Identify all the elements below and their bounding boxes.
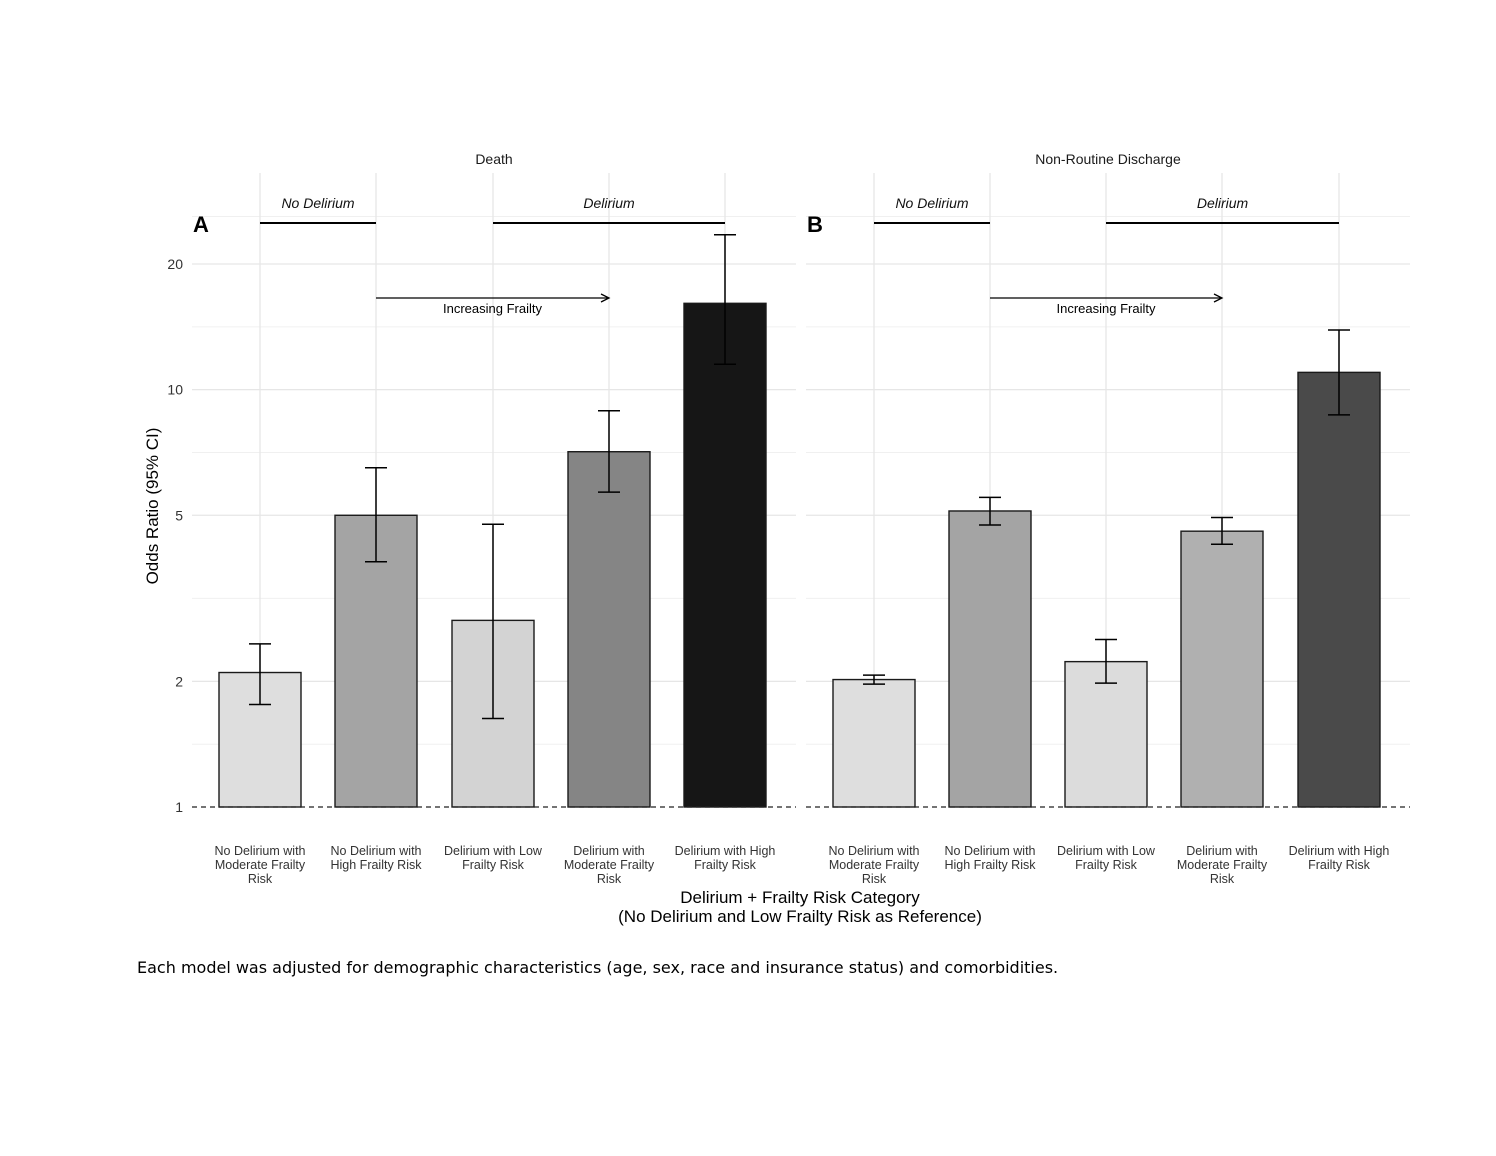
group-label: No Delirium — [281, 195, 354, 211]
text-labels: 1 2 5 10 20 Odds Ratio (95% CI) Death A No Delir… — [143, 151, 1389, 926]
x-tick-label: Delirium with High Frailty Risk — [675, 844, 776, 872]
frailty-arrow-label: Increasing Frailty — [1057, 301, 1156, 316]
x-tick-label-line: Risk — [862, 872, 887, 886]
bar — [567, 451, 651, 808]
x-tick-label-line: Delirium with — [573, 844, 645, 858]
x-tick-label-line: No Delirium with — [331, 844, 422, 858]
x-tick-label-line: Moderate Frailty — [564, 858, 655, 872]
frailty-arrow-head — [600, 293, 611, 303]
x-tick-label-line: Delirium with Low — [1057, 844, 1156, 858]
x-tick-label-line: Frailty Risk — [1308, 858, 1371, 872]
x-tick-label-line: Risk — [1210, 872, 1235, 886]
bar — [334, 514, 418, 808]
panel-b-title: Non-Routine Discharge — [1035, 151, 1181, 167]
x-tick-label-line: Delirium with Low — [444, 844, 543, 858]
x-tick-label-line: Moderate Frailty — [215, 858, 306, 872]
x-tick-label-line: Delirium with High — [1289, 844, 1390, 858]
y-axis-title: Odds Ratio (95% CI) — [143, 428, 162, 585]
x-tick-label: Delirium with High Frailty Risk — [1289, 844, 1390, 872]
panel-letter-b: B — [807, 212, 823, 237]
bar — [683, 302, 767, 808]
bar — [948, 510, 1032, 808]
panel-letter-a: A — [193, 212, 209, 237]
bar — [1297, 371, 1381, 808]
group-label: Delirium — [1197, 195, 1249, 211]
x-tick-label-line: Delirium with — [1186, 844, 1258, 858]
x-tick-label: No Delirium with Moderate Frailty Risk — [215, 844, 306, 886]
annotations — [192, 222, 1410, 808]
x-axis-title-line: Delirium + Frailty Risk Category — [680, 888, 920, 907]
y-tick-label: 5 — [175, 507, 183, 523]
x-axis-title: Delirium + Frailty Risk Category (No Deli… — [618, 888, 982, 926]
x-tick-label-line: Delirium with High — [675, 844, 776, 858]
x-tick-label-line: Moderate Frailty — [829, 858, 920, 872]
x-tick-label: Delirium with Moderate Frailty Risk — [1177, 844, 1268, 886]
x-tick-label-line: Risk — [597, 872, 622, 886]
x-tick-label-line: No Delirium with — [945, 844, 1036, 858]
x-tick-label-line: Frailty Risk — [1075, 858, 1138, 872]
figure-caption: Each model was adjusted for demographic … — [137, 958, 1059, 977]
group-label: Delirium — [583, 195, 635, 211]
y-tick-label: 20 — [167, 256, 183, 272]
x-tick-label: Delirium with Low Frailty Risk — [1057, 844, 1156, 872]
group-label: No Delirium — [895, 195, 968, 211]
x-tick-label-line: Frailty Risk — [462, 858, 525, 872]
x-tick-label-line: Frailty Risk — [694, 858, 757, 872]
bar — [1064, 660, 1148, 808]
x-axis-title-line: (No Delirium and Low Frailty Risk as Ref… — [618, 907, 982, 926]
y-tick-label: 1 — [175, 799, 183, 815]
y-tick-label: 2 — [175, 673, 183, 689]
x-tick-label-line: No Delirium with — [215, 844, 306, 858]
x-tick-label: No Delirium with High Frailty Risk — [945, 844, 1037, 872]
bar — [1180, 530, 1264, 808]
frailty-arrow-head — [1213, 293, 1224, 303]
x-tick-label-line: No Delirium with — [829, 844, 920, 858]
bar — [832, 678, 916, 808]
x-tick-label: Delirium with Moderate Frailty Risk — [564, 844, 655, 886]
panel-a-title: Death — [475, 151, 512, 167]
x-tick-label-line: High Frailty Risk — [945, 858, 1037, 872]
x-tick-label-line: High Frailty Risk — [331, 858, 423, 872]
frailty-arrow-label: Increasing Frailty — [443, 301, 542, 316]
y-tick-label: 10 — [167, 382, 183, 398]
x-tick-label: Delirium with Low Frailty Risk — [444, 844, 543, 872]
x-tick-label: No Delirium with Moderate Frailty Risk — [829, 844, 920, 886]
bars — [218, 234, 1381, 808]
x-tick-label-line: Moderate Frailty — [1177, 858, 1268, 872]
x-tick-label-line: Risk — [248, 872, 273, 886]
x-tick-label: No Delirium with High Frailty Risk — [331, 844, 423, 872]
